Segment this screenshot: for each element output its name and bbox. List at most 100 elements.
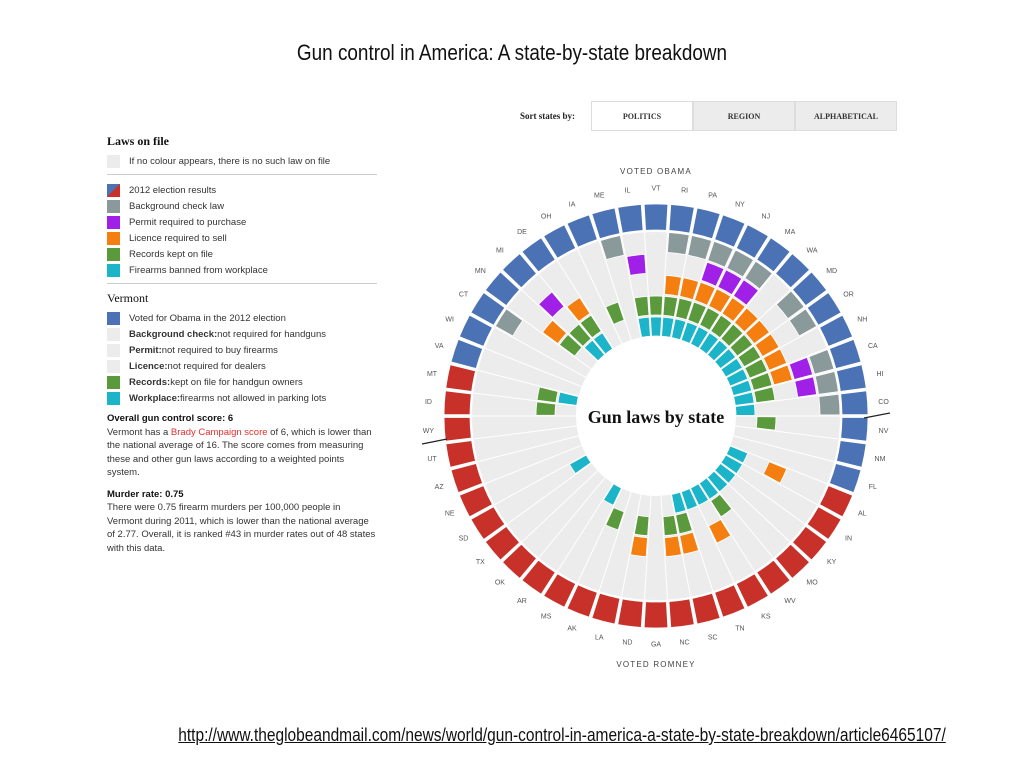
party-segment-hi[interactable]: [835, 364, 867, 392]
background-check-cell-ma[interactable]: [744, 260, 773, 290]
state-label-me[interactable]: ME: [594, 193, 605, 200]
party-segment-ne[interactable]: [458, 485, 493, 518]
state-label-tn[interactable]: TN: [735, 625, 744, 632]
records-cell-md[interactable]: [729, 333, 754, 357]
permit-cell-ma[interactable]: [732, 279, 759, 306]
permit-cell-ca[interactable]: [788, 356, 814, 380]
state-label-mi[interactable]: MI: [496, 247, 504, 254]
workplace-cell-al[interactable]: [725, 445, 749, 464]
licence-cell-mn[interactable]: [541, 319, 568, 345]
records-cell-nj[interactable]: [699, 307, 721, 331]
workplace-cell-wa[interactable]: [706, 339, 729, 362]
party-segment-ny[interactable]: [714, 214, 746, 248]
party-segment-co[interactable]: [840, 390, 869, 416]
licence-cell-wa[interactable]: [733, 307, 759, 333]
background-check-cell-co[interactable]: [818, 393, 841, 416]
licence-cell-sc[interactable]: [679, 531, 700, 555]
state-label-sc[interactable]: SC: [708, 634, 718, 641]
party-segment-nv[interactable]: [840, 416, 869, 442]
permit-cell-hi[interactable]: [794, 376, 818, 398]
background-check-cell-ca[interactable]: [808, 348, 835, 375]
workplace-cell-ma[interactable]: [698, 332, 720, 355]
state-label-mn[interactable]: MN: [475, 268, 486, 275]
state-label-sd[interactable]: SD: [459, 536, 469, 543]
licence-cell-ks[interactable]: [708, 518, 732, 544]
workplace-cell-ca[interactable]: [730, 379, 753, 397]
workplace-cell-ms[interactable]: [602, 483, 622, 506]
workplace-cell-mo[interactable]: [706, 470, 729, 493]
licence-cell-nc[interactable]: [664, 535, 682, 558]
state-label-ct[interactable]: CT: [459, 291, 469, 298]
party-segment-nh[interactable]: [819, 314, 854, 347]
workplace-cell-or[interactable]: [720, 357, 743, 378]
state-label-ca[interactable]: CA: [868, 343, 878, 350]
party-segment-ak[interactable]: [566, 584, 598, 618]
background-check-cell-hi[interactable]: [814, 371, 839, 395]
licence-cell-ri[interactable]: [664, 274, 682, 297]
party-segment-nd[interactable]: [617, 598, 644, 628]
state-label-ri[interactable]: RI: [681, 187, 688, 194]
party-segment-mt[interactable]: [445, 364, 477, 392]
sort-region-button[interactable]: REGION: [693, 101, 795, 131]
workplace-cell-nh[interactable]: [725, 368, 749, 387]
party-segment-ok[interactable]: [501, 543, 538, 579]
party-segment-tn[interactable]: [714, 584, 746, 618]
licence-cell-ca[interactable]: [769, 364, 793, 386]
sort-politics-button[interactable]: POLITICS: [591, 101, 693, 131]
records-cell-ia[interactable]: [605, 301, 625, 325]
licence-cell-nh[interactable]: [762, 348, 788, 371]
records-cell-ny[interactable]: [687, 301, 707, 325]
workplace-cell-vt[interactable]: [650, 316, 662, 337]
records-cell-mn[interactable]: [558, 333, 583, 357]
records-cell-vt[interactable]: [648, 295, 664, 316]
state-label-tx[interactable]: TX: [476, 559, 485, 566]
permit-cell-ny[interactable]: [700, 261, 725, 287]
state-label-ms[interactable]: MS: [541, 613, 552, 620]
workplace-cell-ky[interactable]: [714, 462, 737, 484]
state-label-ak[interactable]: AK: [567, 625, 577, 632]
state-label-de[interactable]: DE: [517, 229, 527, 236]
party-segment-id[interactable]: [443, 390, 472, 416]
state-label-or[interactable]: OR: [843, 291, 854, 298]
workplace-cell-il[interactable]: [637, 316, 651, 338]
state-label-ok[interactable]: OK: [495, 580, 505, 587]
state-label-in[interactable]: IN: [845, 536, 852, 543]
records-cell-pa[interactable]: [675, 297, 693, 321]
licence-cell-or[interactable]: [754, 333, 780, 358]
permit-cell-nj[interactable]: [717, 269, 743, 296]
party-segment-ky[interactable]: [791, 525, 828, 561]
licence-cell-al[interactable]: [762, 461, 788, 484]
state-label-wi[interactable]: WI: [445, 316, 454, 323]
party-segment-wv[interactable]: [756, 559, 791, 595]
background-check-cell-me[interactable]: [599, 235, 625, 261]
workplace-cell-ny[interactable]: [680, 321, 699, 344]
state-label-fl[interactable]: FL: [869, 484, 877, 491]
state-label-ne[interactable]: NE: [445, 511, 455, 518]
records-cell-wa[interactable]: [720, 323, 744, 347]
state-label-hi[interactable]: HI: [876, 371, 883, 378]
party-segment-ma[interactable]: [756, 237, 791, 273]
party-segment-me[interactable]: [591, 207, 621, 240]
party-segment-tx[interactable]: [484, 525, 521, 561]
party-segment-fl[interactable]: [828, 463, 862, 494]
workplace-cell-sc[interactable]: [671, 491, 687, 514]
state-label-nv[interactable]: NV: [879, 428, 889, 435]
records-cell-hi[interactable]: [753, 386, 776, 404]
workplace-cell-pa[interactable]: [671, 318, 687, 341]
party-segment-ga[interactable]: [643, 601, 669, 629]
state-label-md[interactable]: MD: [826, 268, 837, 275]
state-label-wv[interactable]: WV: [784, 598, 796, 605]
licence-cell-ma[interactable]: [721, 296, 746, 323]
records-cell-mt[interactable]: [536, 386, 559, 404]
workplace-cell-nj[interactable]: [690, 326, 710, 349]
licence-cell-de[interactable]: [566, 296, 591, 323]
permit-cell-mi[interactable]: [538, 291, 565, 318]
records-cell-ak[interactable]: [605, 507, 625, 531]
state-label-wy[interactable]: WY: [423, 428, 435, 435]
party-segment-ut[interactable]: [445, 440, 477, 468]
state-label-co[interactable]: CO: [878, 399, 889, 406]
state-label-ga[interactable]: GA: [651, 642, 661, 649]
background-check-cell-ri[interactable]: [667, 232, 690, 256]
party-segment-pa[interactable]: [691, 207, 721, 240]
